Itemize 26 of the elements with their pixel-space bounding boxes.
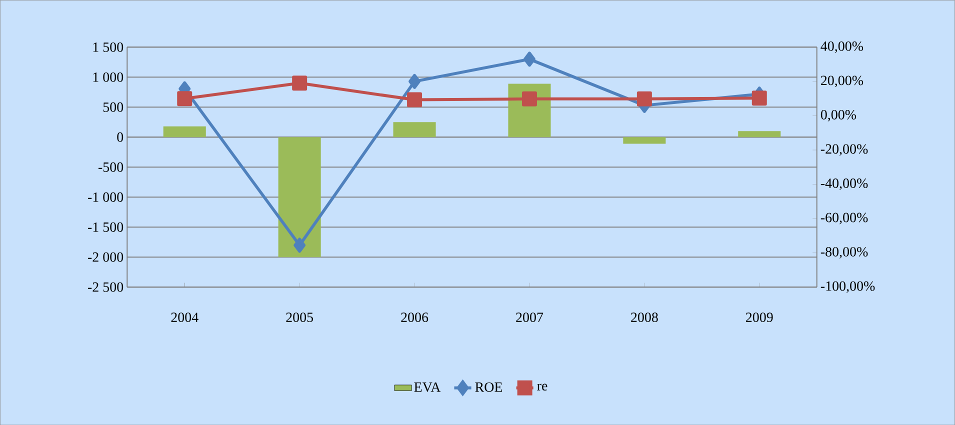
y-tick-label: 1 000: [93, 72, 124, 82]
y-tick-label: 1 500: [93, 42, 124, 52]
legend-label: ROE: [475, 382, 502, 392]
y-tick-label: -500: [98, 162, 124, 172]
y-tick-label: 0: [117, 132, 124, 142]
y-tick-label: -2 000: [88, 252, 124, 262]
y-tick-label: -1 500: [88, 222, 124, 232]
y2-tick-label: -100,00%: [820, 281, 875, 293]
y-tick-label: 500: [103, 102, 124, 112]
y2-tick-label: -80,00%: [820, 246, 868, 258]
y2-tick-label: -60,00%: [820, 212, 868, 224]
y2-tick-label: -20,00%: [820, 144, 868, 156]
x-tick-label: 2006: [401, 312, 428, 322]
legend-label: EVA: [414, 382, 441, 392]
y-tick-label: -1 000: [88, 192, 124, 202]
x-tick-label: 2007: [516, 312, 544, 322]
x-tick-label: 2004: [171, 312, 198, 322]
y2-tick-label: 0,00%: [820, 110, 856, 122]
x-tick-label: 2005: [286, 312, 314, 322]
x-tick-label: 2008: [631, 312, 658, 322]
y2-tick-label: 40,00%: [820, 41, 864, 53]
y2-tick-label: -40,00%: [820, 178, 868, 190]
legend-label: re: [537, 384, 548, 390]
x-tick-label: 2009: [746, 312, 773, 322]
y-tick-label: -2 500: [88, 282, 124, 292]
y2-tick-label: 20,00%: [821, 76, 864, 88]
